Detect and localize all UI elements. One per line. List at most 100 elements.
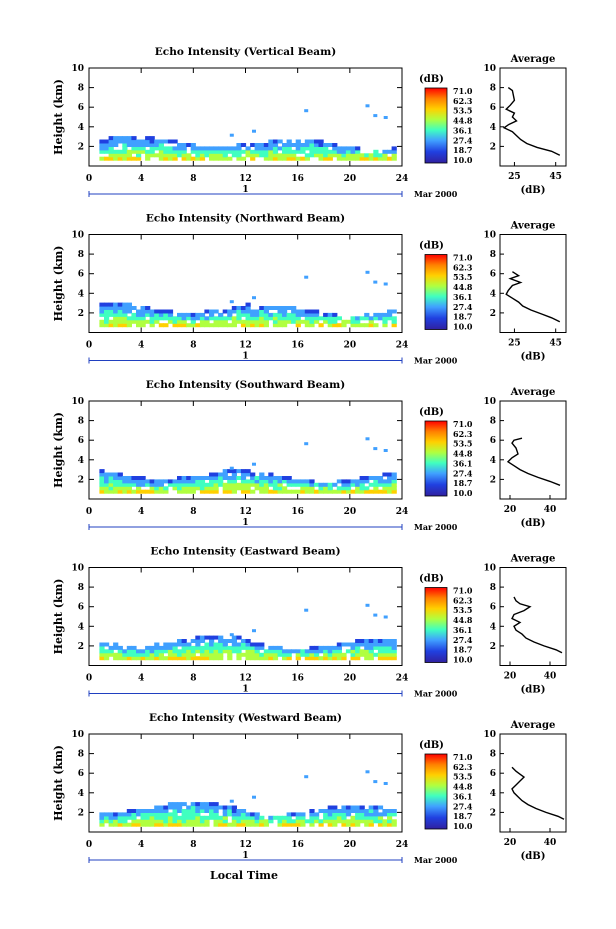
echo-cell xyxy=(377,812,384,817)
colorbar xyxy=(424,587,448,663)
echo-cell xyxy=(122,476,128,480)
echo-cell xyxy=(309,649,315,654)
echo-cell xyxy=(268,312,274,317)
echo-cell xyxy=(254,645,260,650)
echo-cell xyxy=(309,139,315,144)
echo-cell xyxy=(295,822,301,827)
echo-cell xyxy=(227,489,233,494)
echo-cell xyxy=(391,645,397,650)
echo-cell xyxy=(213,652,219,657)
echo-cell xyxy=(382,489,388,494)
echo-cell xyxy=(99,469,105,474)
echo-cell xyxy=(167,139,174,144)
echo-cell xyxy=(323,486,329,491)
echo-cell xyxy=(250,149,256,154)
echo-cell xyxy=(345,642,352,647)
y-tick-label: 6 xyxy=(78,436,84,446)
echo-cell xyxy=(213,805,219,810)
echo-cell xyxy=(204,323,210,328)
echo-cell xyxy=(277,822,283,827)
echo-cell xyxy=(314,652,320,657)
echo-cell xyxy=(295,146,301,151)
echo-cell xyxy=(277,489,283,494)
echo-cell xyxy=(181,482,187,487)
echo-cell xyxy=(254,476,260,480)
echo-cell xyxy=(327,652,333,657)
echo-cell xyxy=(231,809,237,813)
echo-cell xyxy=(177,149,183,154)
echo-cell xyxy=(145,319,151,324)
echo-cell xyxy=(277,306,283,310)
colorbar-tick-label: 53.5 xyxy=(453,605,472,615)
echo-cell xyxy=(181,323,187,328)
echo-cell xyxy=(364,649,370,654)
echo-cell xyxy=(126,822,132,827)
echo-cell xyxy=(222,476,228,480)
echo-cell xyxy=(158,812,164,817)
echo-cell xyxy=(218,319,224,324)
echo-cell xyxy=(373,815,379,820)
echo-cell xyxy=(304,819,310,824)
echo-cell xyxy=(259,306,265,310)
echo-cell xyxy=(272,489,279,494)
echo-cell xyxy=(236,812,242,817)
echo-cell xyxy=(250,153,256,158)
echo-cell xyxy=(391,486,397,491)
echo-cell xyxy=(195,815,201,820)
echo-cell xyxy=(113,323,119,328)
echo-cell xyxy=(177,639,183,643)
echo-cell xyxy=(368,316,374,321)
echo-cell xyxy=(268,146,274,151)
echo-cell xyxy=(167,815,174,820)
echo-cell xyxy=(145,143,151,147)
echo-cell xyxy=(327,143,333,147)
echo-field xyxy=(99,270,397,328)
echo-cell xyxy=(327,812,333,817)
echo-cell xyxy=(345,819,352,824)
echo-cell xyxy=(145,822,151,827)
colorbar-tick-label: 27.4 xyxy=(453,468,473,478)
echo-cell xyxy=(350,316,356,321)
echo-cell xyxy=(254,323,260,328)
echo-cell xyxy=(126,489,132,494)
echo-cell xyxy=(209,486,215,491)
echo-cell xyxy=(204,822,210,827)
echo-cell xyxy=(373,489,379,494)
echo-cell xyxy=(336,812,342,817)
echo-cell xyxy=(323,312,329,317)
echo-cell xyxy=(177,479,183,484)
echo-cell xyxy=(332,143,338,147)
echo-cell xyxy=(341,812,347,817)
echo-cell xyxy=(291,309,297,314)
echo-cell xyxy=(99,479,105,484)
x-tick-label: 24 xyxy=(396,840,409,850)
echo-cell xyxy=(341,822,347,827)
echo-cell xyxy=(209,479,215,484)
echo-cell xyxy=(122,486,128,491)
echo-cell xyxy=(195,486,201,491)
echo-cell xyxy=(108,323,114,328)
echo-cell xyxy=(140,479,146,484)
echo-cell xyxy=(268,153,274,158)
echo-cell xyxy=(154,479,160,484)
avg-y-tick-label: 8 xyxy=(490,417,496,427)
echo-cell xyxy=(252,462,256,466)
echo-cell xyxy=(254,153,260,158)
echo-cell xyxy=(263,486,269,491)
echo-cell xyxy=(391,476,397,480)
echo-cell xyxy=(387,316,393,321)
echo-cell xyxy=(355,146,361,151)
echo-cell xyxy=(199,815,206,820)
echo-cell xyxy=(359,642,365,647)
colorbar-tick-label: 18.7 xyxy=(453,645,472,655)
echo-cell xyxy=(387,815,393,820)
avg-frame xyxy=(499,67,567,167)
echo-cell xyxy=(259,476,265,480)
echo-cell xyxy=(282,312,288,317)
avg-x-tick-label: 45 xyxy=(549,172,562,182)
echo-cell xyxy=(300,822,306,827)
echo-cell xyxy=(263,649,269,654)
echo-cell xyxy=(199,645,206,650)
echo-cell xyxy=(282,819,288,824)
echo-cell xyxy=(177,319,183,324)
